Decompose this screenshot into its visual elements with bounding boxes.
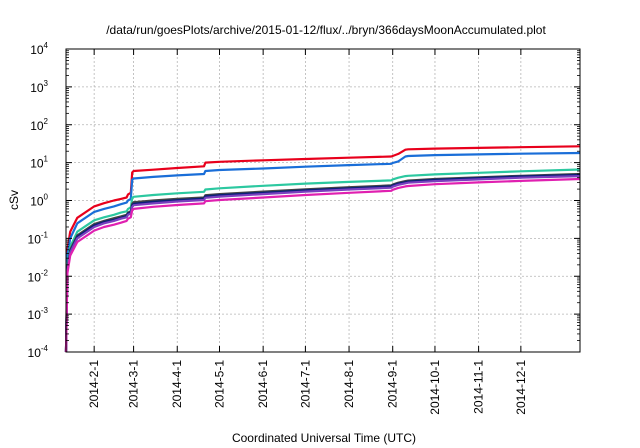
x-axis-label: Coordinated Universal Time (UTC) — [232, 431, 416, 445]
x-tick-label: 2014-12-1 — [514, 360, 528, 415]
series-line-6 — [64, 175, 581, 353]
x-tick-label: 2014-9-1 — [386, 360, 400, 408]
axis-ticks — [66, 48, 580, 353]
y-tick-label: 10-2 — [28, 268, 49, 284]
y-tick-label: 104 — [30, 41, 48, 57]
x-tick-label: 2014-10-1 — [428, 360, 442, 415]
y-tick-label: 102 — [30, 117, 48, 133]
x-tick-label: 2014-2-1 — [87, 360, 101, 408]
y-tick-label: 10-4 — [28, 344, 49, 360]
x-tick-label: 2014-3-1 — [127, 360, 141, 408]
x-tick-label: 2014-5-1 — [212, 360, 226, 408]
series-line-7 — [64, 177, 581, 353]
x-tick-labels: 2014-2-1 2014-3-1 2014-4-1 2014-5-1 2014-6-1… — [87, 360, 528, 415]
y-tick-label: 10-1 — [28, 230, 49, 246]
y-tick-label: 10-3 — [28, 306, 49, 322]
y-tick-labels: 10-4 10-3 10-2 10-1 100 101 102 103 104 — [28, 41, 49, 360]
x-tick-label: 2014-6-1 — [256, 360, 270, 408]
x-tick-label: 2014-4-1 — [170, 360, 184, 408]
series-line-2 — [64, 151, 581, 353]
grid-lines — [66, 49, 580, 352]
y-tick-label: 100 — [30, 193, 48, 209]
chart-title: /data/run/goesPlots/archive/2015-01-12/f… — [106, 23, 546, 37]
y-axis-label: cSv — [7, 190, 21, 210]
series-line-3 — [64, 168, 581, 353]
x-tick-label: 2014-8-1 — [342, 360, 356, 408]
x-tick-label: 2014-11-1 — [472, 360, 486, 414]
y-tick-label: 101 — [30, 155, 48, 171]
series-lines — [64, 145, 581, 353]
y-tick-label: 103 — [30, 79, 48, 95]
series-line-1 — [64, 145, 581, 353]
x-tick-label: 2014-7-1 — [298, 360, 312, 408]
